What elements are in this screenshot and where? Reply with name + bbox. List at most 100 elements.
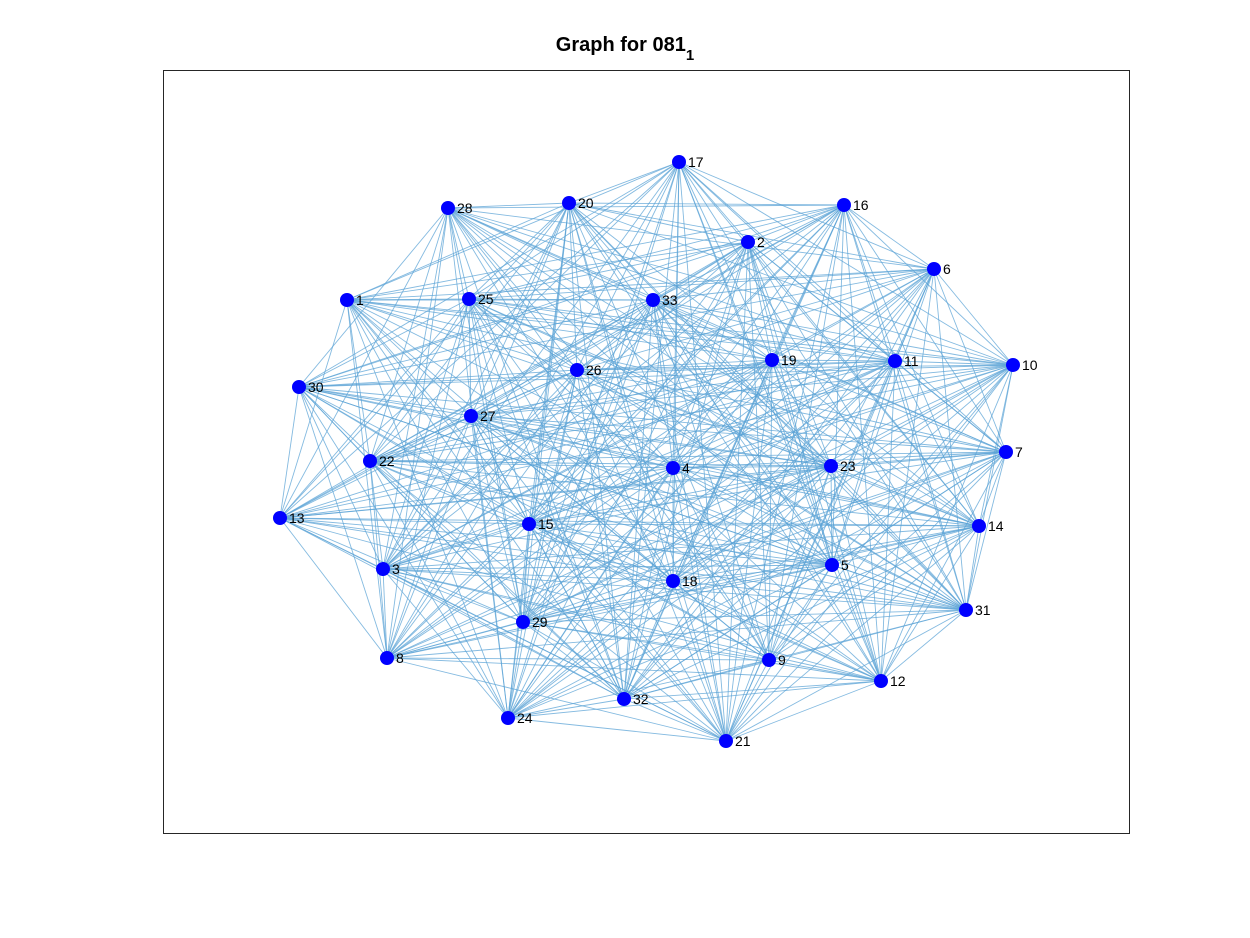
edge-6-16: [843, 204, 935, 270]
edge-8-12: [386, 657, 882, 682]
node-15: [522, 517, 536, 531]
edge-22-23: [369, 460, 832, 467]
edge-12-18: [672, 580, 882, 682]
edge-9-21: [725, 659, 770, 742]
figure-title-subscript: 1: [686, 47, 694, 64]
edge-7-31: [965, 451, 1007, 611]
node-1: [340, 293, 354, 307]
edge-17-31: [678, 161, 967, 611]
edge-12-29: [522, 621, 882, 682]
edge-30-33: [298, 299, 654, 388]
node-29: [516, 615, 530, 629]
edge-7-18: [672, 451, 1007, 582]
edge-14-16: [843, 204, 980, 527]
edge-24-28: [447, 207, 509, 719]
node-19: [765, 353, 779, 367]
edge-29-33: [522, 299, 654, 623]
edge-24-33: [507, 299, 654, 719]
edge-31-32: [623, 609, 967, 700]
edge-25-26: [468, 298, 578, 371]
edge-18-24: [507, 580, 674, 719]
edge-1-31: [346, 299, 967, 611]
edge-11-26: [576, 360, 896, 371]
edge-14-27: [470, 415, 980, 527]
edge-13-23: [279, 465, 832, 519]
edge-14-19: [771, 359, 980, 527]
edge-4-8: [386, 467, 674, 659]
edge-12-21: [725, 680, 882, 742]
edge-18-27: [470, 415, 674, 582]
edge-1-10: [346, 299, 1014, 366]
edge-2-22: [369, 241, 749, 462]
edge-11-21: [725, 360, 896, 742]
node-28: [441, 201, 455, 215]
edge-17-22: [369, 161, 680, 462]
edge-13-28: [279, 207, 449, 519]
node-label-12: 12: [890, 673, 906, 689]
node-label-19: 19: [781, 352, 797, 368]
edge-25-32: [468, 298, 625, 700]
edge-19-28: [447, 207, 773, 361]
edge-27-31: [470, 415, 967, 611]
node-17: [672, 155, 686, 169]
edge-17-24: [507, 161, 680, 719]
edge-16-27: [470, 204, 845, 417]
edge-16-24: [507, 204, 845, 719]
edge-8-30: [298, 386, 388, 659]
edge-11-33: [652, 299, 896, 362]
edge-16-25: [468, 204, 845, 300]
edge-11-28: [447, 207, 896, 362]
edge-12-20: [568, 202, 882, 682]
edge-4-23: [672, 465, 832, 469]
edge-23-27: [470, 415, 832, 467]
node-11: [888, 354, 902, 368]
edge-20-29: [522, 202, 570, 623]
edge-3-31: [382, 568, 967, 611]
edge-6-31: [933, 268, 967, 611]
edge-16-30: [298, 204, 845, 388]
edge-4-32: [623, 467, 674, 700]
edge-10-20: [568, 202, 1014, 366]
edge-25-31: [468, 298, 967, 611]
edge-3-22: [369, 460, 384, 570]
node-16: [837, 198, 851, 212]
edge-14-32: [623, 525, 980, 700]
edge-16-19: [771, 204, 845, 361]
edge-26-30: [298, 369, 578, 388]
edge-16-21: [725, 204, 845, 742]
edge-17-25: [468, 161, 680, 300]
edge-28-32: [447, 207, 625, 700]
node-5: [825, 558, 839, 572]
edge-26-27: [470, 369, 578, 417]
node-label-3: 3: [392, 561, 400, 577]
edge-8-27: [386, 415, 472, 659]
edge-7-19: [771, 359, 1007, 453]
edge-14-33: [652, 299, 980, 527]
node-label-5: 5: [841, 557, 849, 573]
edge-17-30: [298, 161, 680, 388]
edge-13-14: [279, 517, 980, 527]
edge-20-23: [568, 202, 832, 467]
edge-10-33: [652, 299, 1014, 366]
node-8: [380, 651, 394, 665]
edge-30-31: [298, 386, 967, 611]
edge-12-32: [623, 680, 882, 700]
edge-23-31: [830, 465, 967, 611]
edge-6-32: [623, 268, 935, 700]
edge-1-2: [346, 241, 749, 301]
edge-3-28: [382, 207, 449, 570]
edge-24-26: [507, 369, 578, 719]
edge-9-10: [768, 364, 1014, 661]
edge-7-9: [768, 451, 1007, 661]
edge-7-12: [880, 451, 1007, 682]
edge-19-26: [576, 359, 773, 371]
edge-14-31: [965, 525, 980, 611]
edge-23-26: [576, 369, 832, 467]
edge-20-26: [568, 202, 578, 371]
edge-20-25: [468, 202, 570, 300]
node-3: [376, 562, 390, 576]
node-9: [762, 653, 776, 667]
edge-8-15: [386, 523, 530, 659]
edge-11-17: [678, 161, 896, 362]
